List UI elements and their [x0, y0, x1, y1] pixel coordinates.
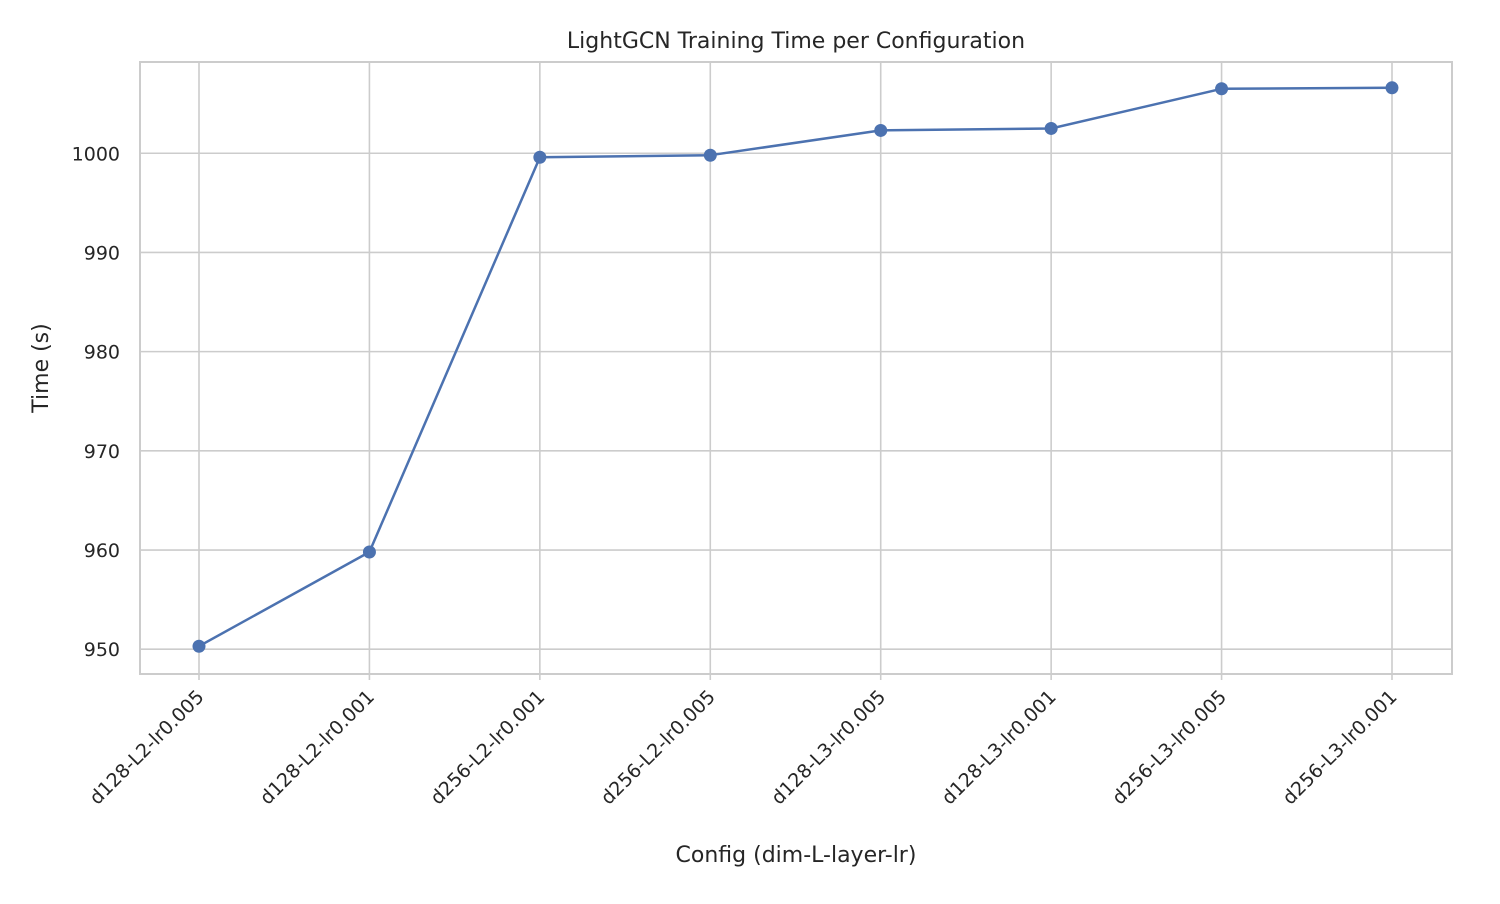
plot-frame — [139, 61, 1453, 675]
data-point — [874, 123, 888, 137]
y-tick-label: 950 — [84, 639, 120, 661]
x-tick-label: d256-L2-lr0.001 — [426, 686, 549, 809]
x-tick-label: d128-L3-lr0.001 — [937, 686, 1060, 809]
x-tick-label: d256-L3-lr0.005 — [1108, 686, 1231, 809]
x-tick-label: d256-L2-lr0.005 — [597, 686, 720, 809]
x-tick-labels: d128-L2-lr0.005 d128-L2-lr0.001 d256-L2-lr… — [85, 674, 1402, 809]
y-axis-label: Time (s) — [29, 323, 54, 413]
y-tick-label: 960 — [84, 540, 120, 562]
data-point — [192, 639, 206, 653]
y-tick-label: 980 — [84, 342, 120, 364]
y-tick-label: 990 — [84, 242, 120, 264]
data-point — [362, 545, 376, 559]
series-line — [198, 86, 1393, 648]
x-tick-label: d128-L2-lr0.001 — [256, 686, 379, 809]
x-tick-label: d128-L3-lr0.005 — [767, 686, 890, 809]
chart-title: LightGCN Training Time per Configuration — [567, 29, 1025, 54]
data-point — [1215, 82, 1229, 96]
data-points — [192, 81, 1399, 653]
data-point — [1385, 81, 1399, 95]
data-point — [1044, 121, 1058, 135]
x-tick-label: d256-L3-lr0.001 — [1278, 686, 1401, 809]
data-point — [533, 150, 547, 164]
y-tick-label: 1000 — [72, 143, 120, 165]
grid-lines — [140, 62, 1452, 674]
y-tick-labels: 950 960 970 980 990 1000 — [72, 143, 120, 661]
x-tick-label: d128-L2-lr0.005 — [85, 686, 208, 809]
x-axis-label: Config (dim-L-layer-lr) — [676, 843, 917, 868]
y-tick-label: 970 — [84, 441, 120, 463]
data-point — [703, 148, 717, 162]
